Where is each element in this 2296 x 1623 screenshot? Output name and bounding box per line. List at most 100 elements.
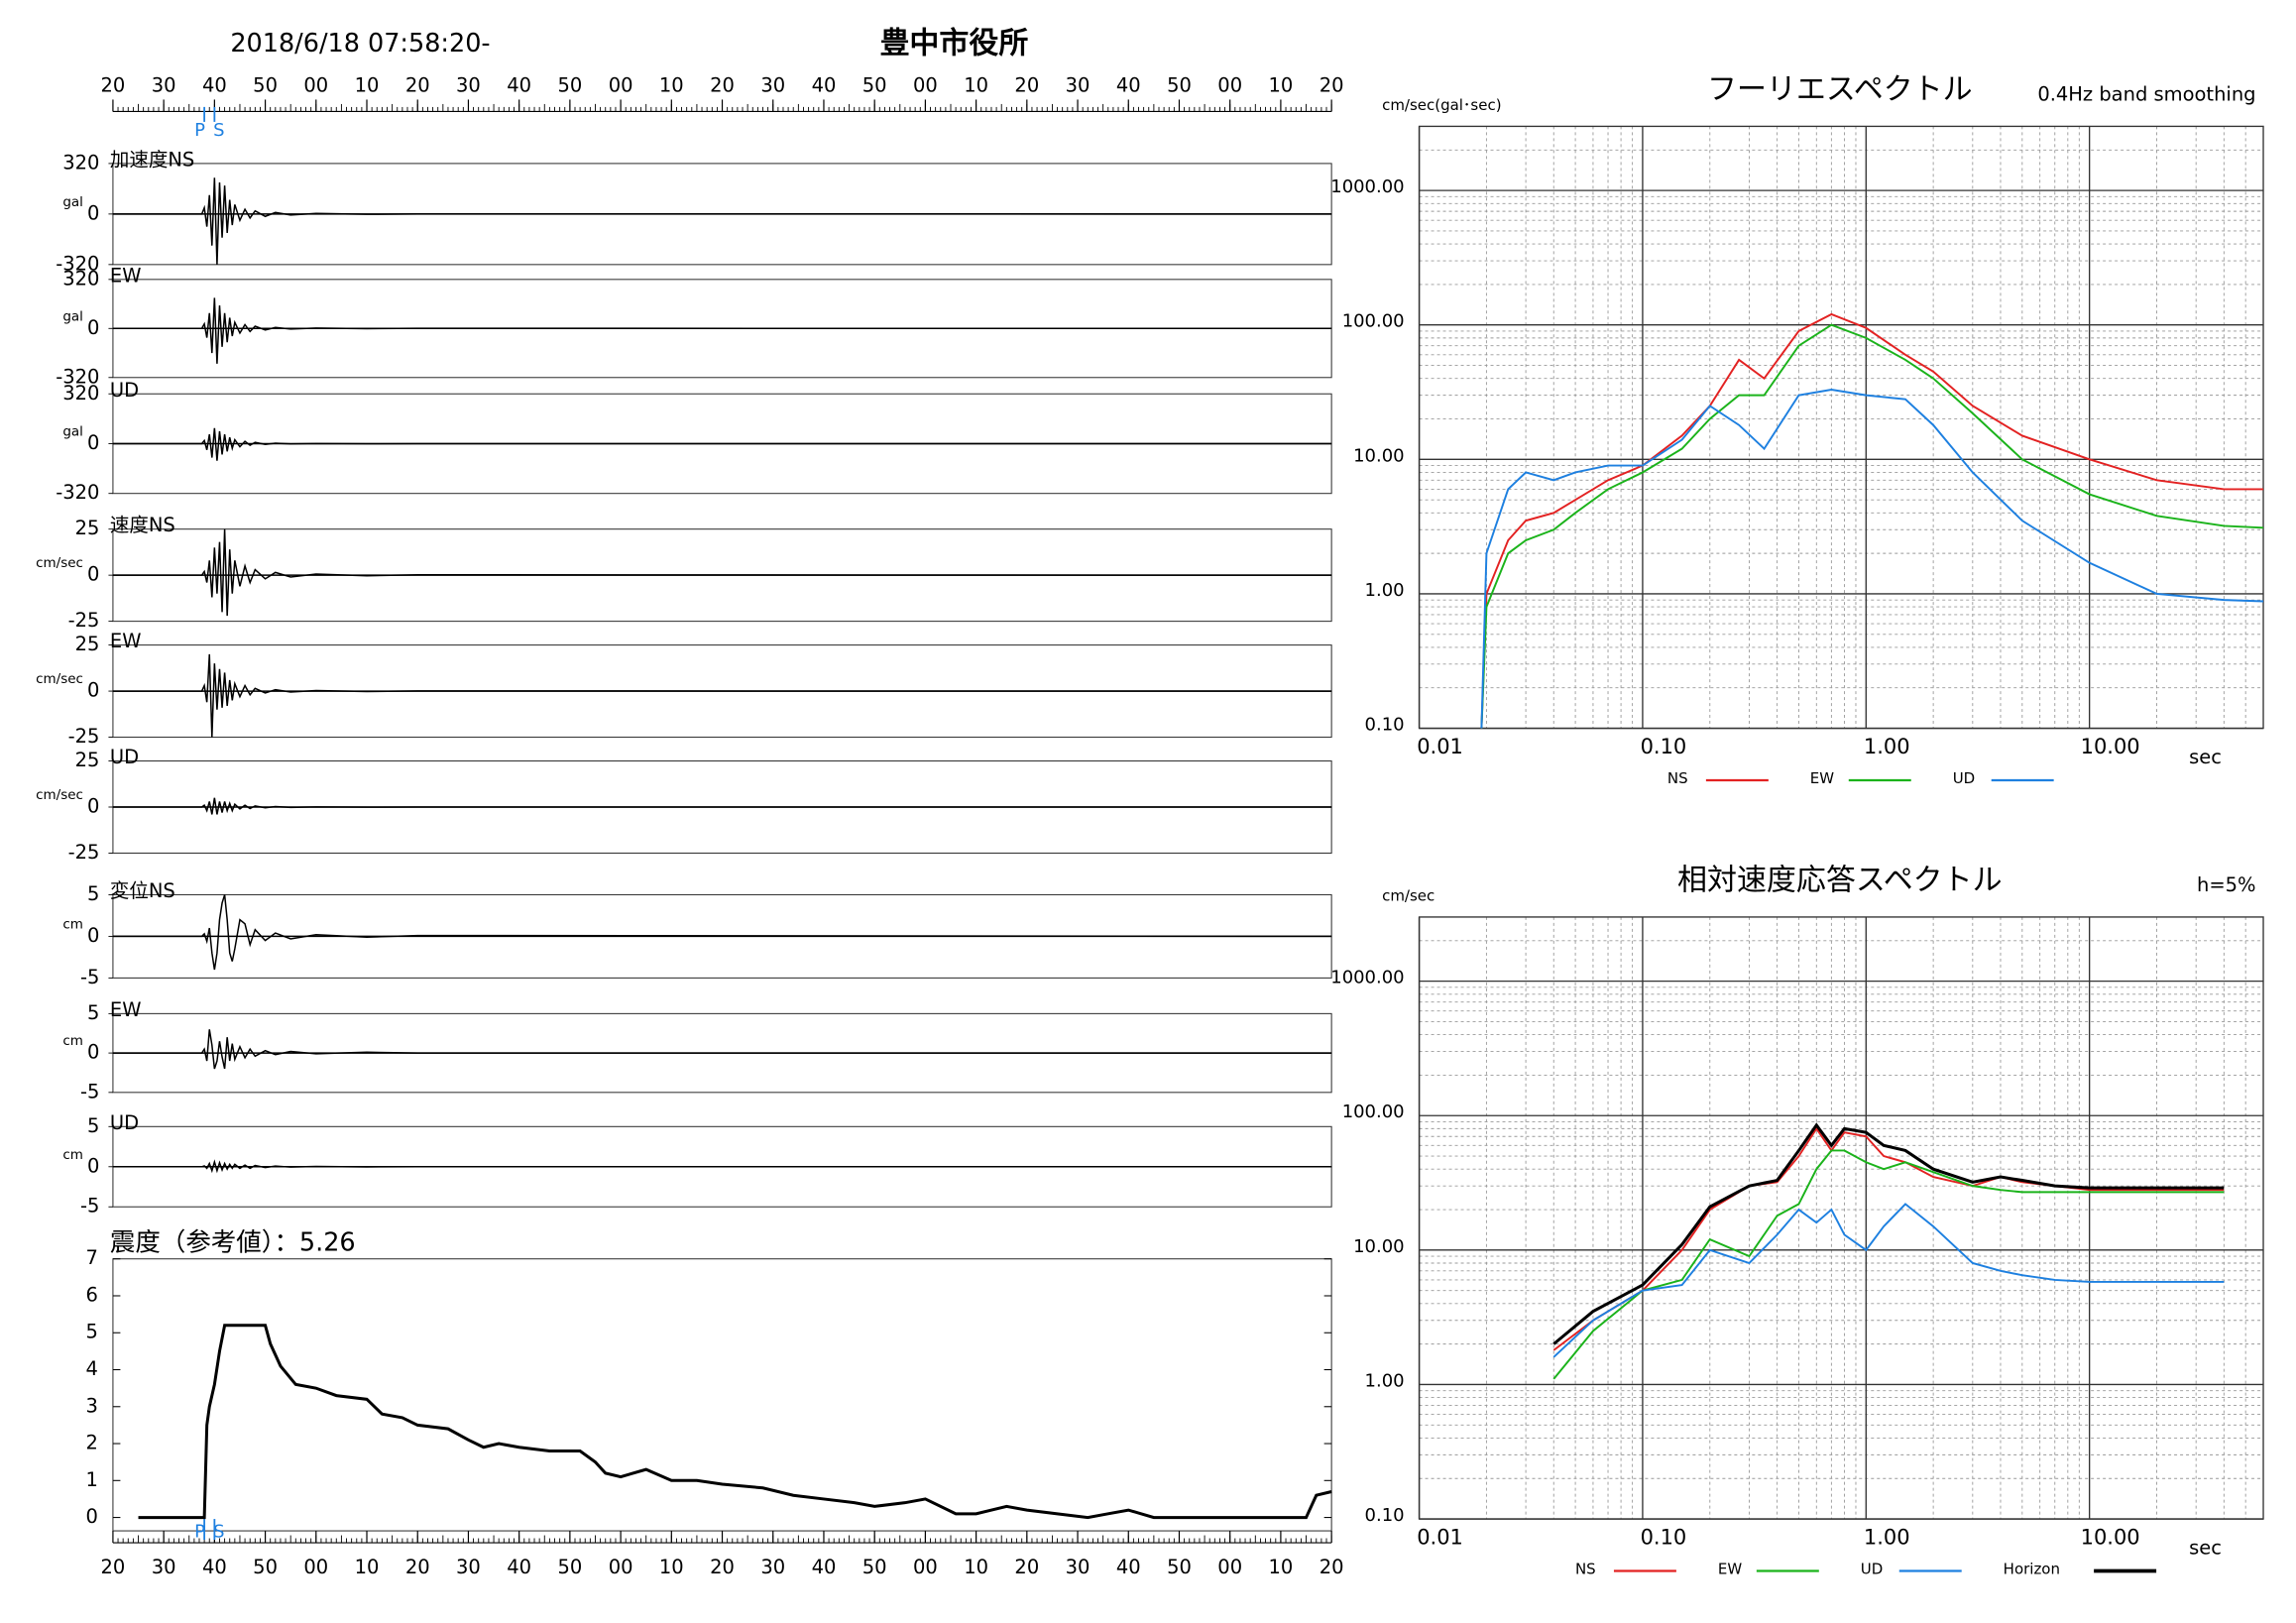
x-tick-label: 30 <box>760 73 785 96</box>
x-tick-label: 10.00 <box>2081 1526 2140 1550</box>
x-tick-label: 00 <box>609 1556 633 1578</box>
y-axis-label: cm/sec(gal･sec) <box>1382 96 1501 114</box>
unit-label: cm <box>62 916 83 932</box>
y-tick-label: 0 <box>87 431 99 454</box>
y-tick-label: 0 <box>87 316 99 339</box>
spectrum-line <box>1480 389 2264 729</box>
y-tick-label: 320 <box>62 267 99 290</box>
y-tick-label: 1000.00 <box>1330 176 1404 197</box>
y-tick-label: 100.00 <box>1342 1101 1405 1122</box>
y-tick-label: -320 <box>56 481 99 504</box>
x-tick-label: 40 <box>812 73 837 96</box>
title: 震度（参考値）：5.26 <box>110 1228 356 1258</box>
x-tick-label: 30 <box>456 1556 481 1578</box>
panel-label: EW <box>110 264 142 287</box>
waveform-trace <box>112 797 1332 815</box>
spectrum-line <box>1480 323 2264 729</box>
waveform-trace <box>112 297 1332 364</box>
title: 相対速度応答スペクトル <box>1677 863 2003 897</box>
y-tick-label: 0 <box>87 679 99 702</box>
x-tick-label: 40 <box>202 1556 227 1578</box>
x-tick-label: 1.00 <box>1864 1526 1910 1550</box>
spectrum-line <box>1552 1203 2225 1358</box>
x-tick-label: 40 <box>507 73 531 96</box>
y-tick-label: -5 <box>80 966 99 988</box>
y-tick-label: 7 <box>86 1246 98 1269</box>
waveform-trace <box>112 653 1332 738</box>
y-tick-label: 0 <box>87 1041 99 1064</box>
y-tick-label: 0 <box>86 1505 98 1528</box>
x-tick-label: 00 <box>303 1556 328 1578</box>
y-tick-label: 5 <box>86 1321 98 1343</box>
x-tick-label: 40 <box>202 73 227 96</box>
unit-label: gal <box>62 194 83 210</box>
y-tick-label: 1 <box>86 1468 98 1491</box>
x-tick-label: 30 <box>760 1556 785 1578</box>
x-tick-label: 50 <box>557 1556 582 1578</box>
x-tick-label: 0.10 <box>1641 735 1687 758</box>
legend-label: Horizon <box>2004 1561 2060 1578</box>
y-tick-label: 25 <box>75 633 100 655</box>
x-tick-label: 20 <box>1320 73 1344 96</box>
x-tick-label: 00 <box>609 73 633 96</box>
y-tick-label: -25 <box>68 841 100 864</box>
x-tick-label: 30 <box>152 1556 176 1578</box>
unit-label: cm/sec <box>36 671 83 687</box>
x-tick-label: 30 <box>1066 73 1091 96</box>
panel-label: EW <box>110 630 142 652</box>
legend-label: EW <box>1810 769 1834 787</box>
waveform-trace <box>112 894 1332 971</box>
x-tick-label: 10 <box>659 73 684 96</box>
y-tick-label: 1.00 <box>1365 1370 1405 1391</box>
x-tick-label: 1.00 <box>1864 735 1910 758</box>
panel-label: EW <box>110 998 142 1021</box>
y-tick-label: 25 <box>75 749 100 771</box>
y-tick-label: 320 <box>62 382 99 405</box>
unit-label: cm <box>62 1033 83 1049</box>
y-tick-label: -5 <box>80 1080 99 1102</box>
x-tick-label: 0.01 <box>1417 735 1463 758</box>
y-tick-label: 0 <box>87 1154 99 1177</box>
x-tick-label: 0.10 <box>1641 1526 1687 1550</box>
waveform-trace <box>112 1029 1332 1070</box>
y-tick-label: 6 <box>86 1283 98 1306</box>
panel-label: UD <box>110 746 139 768</box>
x-tick-label: 10 <box>659 1556 684 1578</box>
x-tick-label: 30 <box>1066 1556 1091 1578</box>
panel-label: UD <box>110 1111 139 1134</box>
spectrum-line <box>1552 1126 2225 1351</box>
y-tick-label: 100.00 <box>1342 311 1405 332</box>
x-tick-label: 50 <box>253 73 278 96</box>
legend-label: NS <box>1667 769 1688 787</box>
y-axis-label: cm/sec <box>1382 886 1435 904</box>
spectrum-line <box>1552 1122 2225 1345</box>
x-tick-label: 20 <box>1320 1556 1344 1578</box>
legend-label: EW <box>1718 1561 1742 1578</box>
title: フーリエスペクトル <box>1707 72 1973 107</box>
y-tick-label: 320 <box>62 151 99 174</box>
plot-frame <box>1418 916 2264 1520</box>
subtitle: 0.4Hz band smoothing <box>2037 82 2255 105</box>
y-tick-label: 5 <box>87 1001 99 1024</box>
y-tick-label: -25 <box>68 725 100 748</box>
x-tick-label: 40 <box>812 1556 837 1578</box>
panel-frame <box>112 1258 1332 1532</box>
panel-label: 速度NS <box>110 514 175 536</box>
legend-label: UD <box>1953 769 1976 787</box>
y-tick-label: 0.10 <box>1365 1505 1405 1526</box>
phase-label: P <box>194 1522 205 1543</box>
panel-label: 変位NS <box>110 879 175 902</box>
unit-label: cm/sec <box>36 787 83 803</box>
y-tick-label: 1.00 <box>1365 580 1405 601</box>
unit-label: cm <box>62 1147 83 1163</box>
waveform-trace <box>112 427 1332 461</box>
x-tick-label: 20 <box>101 73 126 96</box>
x-tick-label: 20 <box>1014 1556 1039 1578</box>
plot-frame <box>1418 125 2264 730</box>
y-tick-label: -320 <box>56 365 99 388</box>
x-tick-label: 20 <box>1014 73 1039 96</box>
x-tick-label: 50 <box>1167 1556 1192 1578</box>
y-tick-label: 0 <box>87 795 99 818</box>
phase-label: P <box>194 120 205 141</box>
